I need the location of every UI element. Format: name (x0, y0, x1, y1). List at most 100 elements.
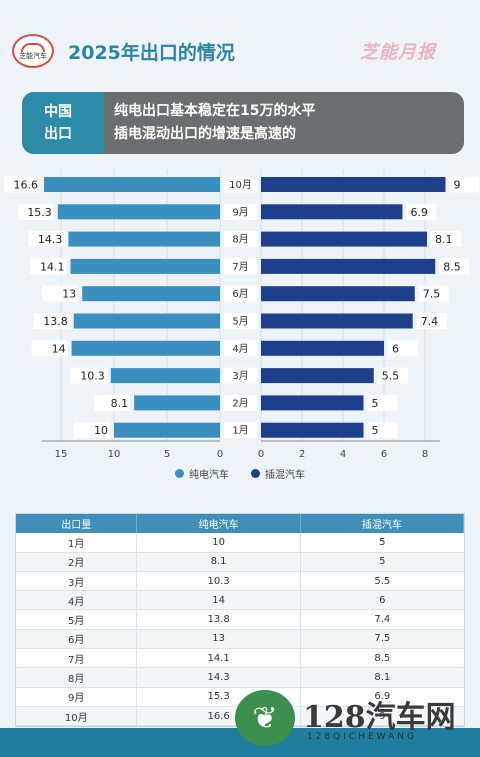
category-label-bg (224, 285, 257, 302)
bar-bev (110, 368, 220, 384)
banner-text: 纯电出口基本稳定在15万的水平 插电混动出口的增速是高速的 (114, 100, 315, 146)
value-label-bg-bev (42, 285, 79, 302)
table-body: 1月 10 5 2月 8.1 5 3月 10.3 5.5 4月 14 6 5月 13.8 7.4 6月 13 7.… (16, 533, 464, 727)
value-label-bg-phev (406, 203, 437, 220)
table-cell: 14.3 (137, 668, 301, 687)
value-label-bg-phev (418, 285, 449, 302)
bar-bev (82, 286, 220, 302)
table-cell: 9月 (16, 687, 138, 706)
banner-tag-line2: 出口 (44, 126, 72, 142)
data-label-bev: 8.1 (111, 397, 129, 410)
table-cell: 6 (379, 594, 386, 606)
table-cell: 10月 (16, 706, 138, 726)
table-row: 4月 14 6 (16, 591, 464, 611)
value-label-bg-phev (377, 367, 408, 384)
value-label-bg-bev (33, 313, 70, 329)
value-label-bg-phev (416, 313, 447, 329)
x-tick-right: 4 (340, 449, 346, 460)
bar-bev (134, 395, 220, 411)
category-label: 4月 (232, 343, 248, 355)
data-label-phev: 8.5 (443, 260, 461, 273)
table-row: 6月 13 7.5 (16, 629, 464, 650)
banner-line2: 插电混动出口的增速是高速的 (114, 126, 296, 142)
bar-phev (261, 204, 403, 220)
bar-phev (261, 368, 374, 384)
bar-phev (261, 177, 446, 192)
value-label-bg-phev (367, 394, 398, 411)
table-cell: 5 (379, 556, 386, 568)
data-label-bev: 13 (62, 288, 76, 301)
x-tick-right: 8 (422, 449, 428, 460)
table-cell: 10.3 (137, 571, 301, 591)
bar-phev (261, 313, 413, 329)
value-label-bg-bev (94, 394, 131, 411)
brand-logo: 芝能汽车 (12, 34, 54, 68)
table-cell: 16.6 (137, 706, 301, 726)
category-label-bg (224, 422, 257, 439)
category-label-bg (224, 340, 257, 357)
summary-banner: 中国 出口 纯电出口基本稳定在15万的水平 插电混动出口的增速是高速的 (22, 92, 464, 154)
value-label-bg-phev (439, 258, 470, 275)
value-label-bg-phev (388, 340, 418, 357)
banner-tag: 中国 出口 (22, 92, 104, 154)
data-label-phev: 5 (372, 397, 379, 410)
table-cell: 13.8 (137, 610, 301, 629)
table-cell: 2月 (16, 552, 138, 571)
bar-bev (68, 231, 220, 247)
table-cell: 5 (379, 536, 386, 548)
bar-bev (71, 340, 220, 356)
value-label-bg-bev (4, 176, 41, 193)
table-cell: 4月 (16, 591, 138, 610)
table-cell: 8.1 (137, 552, 301, 571)
bar-phev (261, 258, 436, 274)
data-label-bev: 10 (94, 424, 108, 437)
banner-line1: 纯电出口基本稳定在15万的水平 (114, 103, 316, 119)
data-label-bev: 15.3 (27, 206, 52, 219)
value-label-bg-bev (74, 422, 110, 439)
x-tick-right: 6 (381, 449, 387, 460)
table-cell: 8月 (16, 668, 138, 687)
table-cell: 7.4 (374, 614, 391, 626)
bar-phev (261, 422, 364, 438)
category-label-bg (224, 231, 257, 248)
table-cell: 5.5 (374, 575, 391, 587)
category-label: 7月 (232, 261, 248, 273)
data-label-bev: 14 (52, 342, 66, 355)
category-label-bg (224, 203, 257, 220)
data-label-bev: 10.3 (80, 370, 105, 383)
category-label: 1月 (232, 425, 248, 437)
data-label-phev: 7.5 (423, 288, 441, 301)
bar-bev (114, 422, 220, 438)
table-row: 3月 10.3 5.5 (16, 571, 464, 592)
data-label-phev: 5 (372, 424, 379, 437)
legend-swatch-bev (175, 469, 184, 478)
table-header-row: 出口量 纯电汽车 插混汽车 (16, 514, 464, 534)
table-cell: 7.5 (374, 633, 391, 645)
x-tick-left: 10 (108, 449, 121, 460)
value-label-bg-phev (449, 176, 480, 193)
x-tick-right: 0 (258, 449, 264, 460)
category-label-bg (224, 394, 257, 411)
value-label-bg-phev (367, 422, 398, 439)
table-cell: 9 (379, 710, 386, 722)
table-cell: 8.5 (374, 652, 391, 664)
category-label-bg (224, 258, 257, 275)
category-label-bg (224, 313, 257, 329)
watermark: ❦ 128汽车网 128QICHEWANG (235, 690, 475, 748)
table-cell: 10 (137, 533, 301, 552)
category-label: 8月 (232, 234, 248, 246)
x-tick-left: 5 (164, 449, 170, 460)
table-cell: 13 (137, 629, 301, 649)
category-label: 6月 (232, 288, 248, 300)
car-icon (21, 42, 45, 52)
chart-legend: 纯电汽车 插混汽车 (0, 466, 480, 481)
value-label-bg-bev (70, 367, 107, 384)
data-label-bev: 16.6 (14, 179, 39, 192)
watermark-subtitle: 128QICHEWANG (307, 732, 417, 742)
legend-item-bev: 纯电汽车 (175, 466, 229, 481)
x-tick-right: 2 (299, 449, 305, 460)
table-cell: 8.1 (374, 672, 391, 684)
category-label: 10月 (229, 179, 252, 191)
table-header-cell: 插混汽车 (301, 514, 464, 534)
export-table: 出口量 纯电汽车 插混汽车 1月 10 5 2月 8.1 5 3月 10.3 5.5 4月 14 6 5… (15, 513, 465, 728)
